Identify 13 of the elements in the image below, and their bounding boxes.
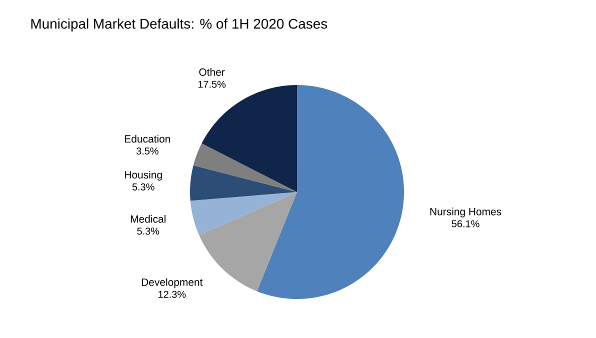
data-label: 5.3% [132, 183, 154, 190]
slice-label: Nursing Homes [430, 208, 502, 218]
slice-label: Development [142, 278, 203, 288]
data-label: 12.3% [158, 290, 186, 298]
data-label: 5.3% [137, 228, 160, 235]
slice-label: Other [199, 68, 225, 76]
chart-title: Municipal Market Defaults: % of 1H 2020 Cases [31, 18, 328, 32]
data-label: 56.1% [452, 220, 480, 228]
slice-label: Education [125, 134, 170, 143]
data-label: 17.5% [198, 80, 226, 88]
data-label: 3.5% [136, 147, 158, 155]
slice-label: Housing [125, 170, 162, 181]
slice-label: Medical [130, 215, 166, 223]
